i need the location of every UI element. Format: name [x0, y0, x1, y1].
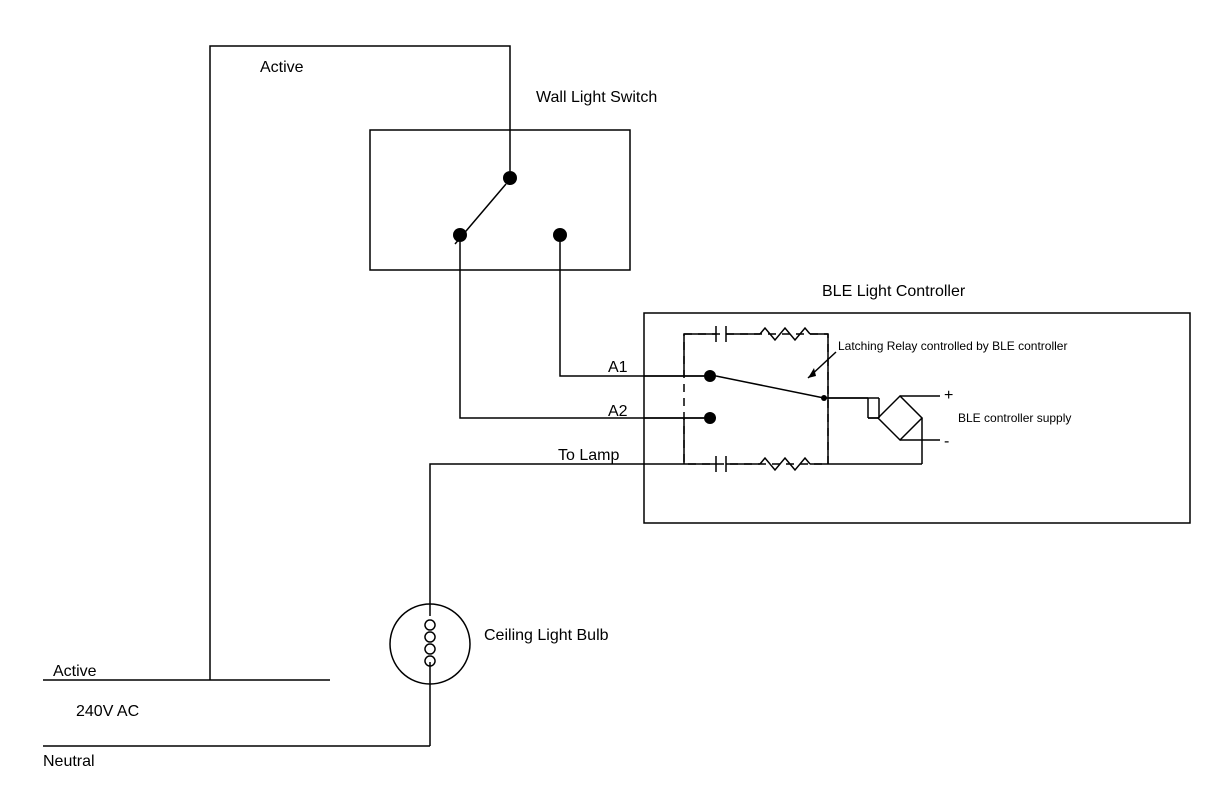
ceiling-bulb-label: Ceiling Light Bulb: [484, 627, 609, 644]
voltage-label: 240V AC: [76, 703, 139, 720]
active-riser-wire: [210, 46, 510, 680]
switch-common-terminal: [503, 171, 517, 185]
latching-relay-label: Latching Relay controlled by BLE control…: [838, 339, 1067, 353]
switch-terminal-left: [453, 228, 467, 242]
relay-arrowhead: [808, 368, 816, 378]
a2-label: A2: [608, 403, 628, 420]
switch-terminal-right: [553, 228, 567, 242]
a1-label: A1: [608, 359, 628, 376]
switch-to-a2-wire: [460, 242, 704, 418]
wall-switch-box: [370, 130, 630, 270]
neutral-label: Neutral: [43, 753, 95, 770]
active-bottom-label: Active: [53, 663, 97, 680]
active-top-label: Active: [260, 59, 304, 76]
to-lamp-wire: [430, 464, 644, 604]
relay-wiper: [716, 376, 824, 398]
relay-terminal-a2: [704, 412, 716, 424]
switch-wiper: [455, 184, 506, 244]
wall-switch-label: Wall Light Switch: [536, 89, 657, 106]
minus-label: -: [944, 433, 949, 450]
plus-label: +: [944, 387, 953, 404]
ble-controller-label: BLE Light Controller: [822, 283, 966, 300]
ble-supply-label: BLE controller supply: [958, 411, 1071, 425]
circuit-diagram: Active 240V AC Neutral Active Wall Light…: [0, 0, 1217, 788]
bulb-filament: [425, 620, 435, 666]
relay-box: [684, 334, 828, 464]
switch-to-a1-wire: [560, 242, 704, 376]
bridge-rectifier: [878, 396, 922, 440]
to-lamp-label: To Lamp: [558, 447, 619, 464]
relay-terminal-a1: [704, 370, 716, 382]
